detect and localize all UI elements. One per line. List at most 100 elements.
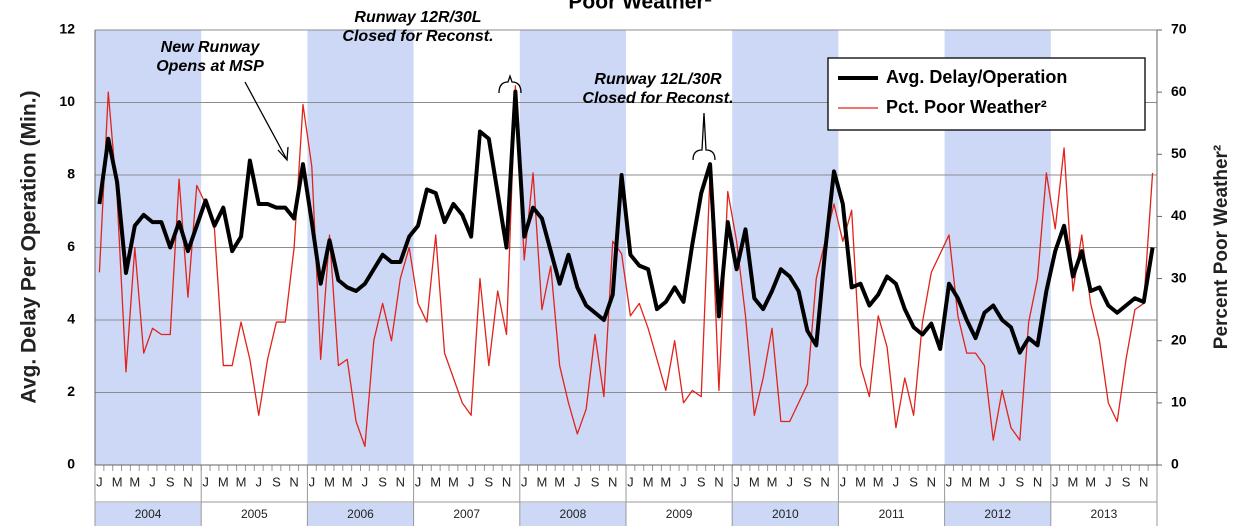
y-axis-label: Avg. Delay Per Operation (Min.) bbox=[18, 90, 41, 403]
y2-tick-label: 50 bbox=[1171, 145, 1187, 161]
y-tick-label: 10 bbox=[59, 93, 75, 109]
x-tick-label: J bbox=[1052, 474, 1059, 489]
year-label: 2004 bbox=[135, 507, 162, 521]
legend: Avg. Delay/Operation Pct. Poor Weather² bbox=[827, 57, 1146, 131]
x-tick-label: M bbox=[537, 474, 548, 489]
x-tick-label: M bbox=[767, 474, 778, 489]
x-tick-label: M bbox=[342, 474, 353, 489]
x-tick-label: M bbox=[961, 474, 972, 489]
year-label: 2007 bbox=[453, 507, 480, 521]
y-tick-label: 12 bbox=[59, 21, 75, 37]
x-tick-label: N bbox=[289, 474, 298, 489]
year-label: 2006 bbox=[347, 507, 374, 521]
x-tick-label: J bbox=[1105, 474, 1112, 489]
series-line bbox=[98, 85, 1154, 448]
x-tick-label: J bbox=[680, 474, 687, 489]
legend-box bbox=[827, 57, 1146, 131]
x-tick-label: M bbox=[129, 474, 140, 489]
x-tick-label: M bbox=[749, 474, 760, 489]
x-tick-label: S bbox=[591, 474, 600, 489]
y2-tick-label: 30 bbox=[1171, 269, 1187, 285]
x-tick-label: J bbox=[574, 474, 581, 489]
x-tick-label: S bbox=[378, 474, 387, 489]
x-tick-label: S bbox=[1122, 474, 1131, 489]
x-tick-label: M bbox=[112, 474, 123, 489]
y-tick-label: 6 bbox=[67, 238, 75, 254]
x-tick-label: N bbox=[396, 474, 405, 489]
x-tick-label: J bbox=[893, 474, 900, 489]
year-label: 2011 bbox=[879, 507, 905, 521]
x-tick-label: N bbox=[1139, 474, 1148, 489]
annotation-arrow bbox=[244, 81, 289, 162]
y-tick-label: 4 bbox=[67, 311, 75, 327]
x-tick-label: J bbox=[946, 474, 953, 489]
annotation: Closed for Reconst. bbox=[342, 28, 493, 45]
x-tick-label: M bbox=[554, 474, 565, 489]
x-tick-label: J bbox=[96, 474, 103, 489]
x-tick-label: M bbox=[430, 474, 441, 489]
x-tick-label: J bbox=[786, 474, 793, 489]
x-tick-label: M bbox=[660, 474, 671, 489]
x-tick-label: N bbox=[714, 474, 723, 489]
annotation: Closed for Reconst. bbox=[582, 90, 733, 107]
year-label: 2009 bbox=[666, 507, 693, 521]
year-label: 2005 bbox=[241, 507, 268, 521]
x-tick-label: S bbox=[909, 474, 918, 489]
legend-label: Avg. Delay/Operation bbox=[886, 67, 1067, 87]
y2-tick-label: 10 bbox=[1171, 394, 1187, 410]
annotation: Runway 12R/30L bbox=[354, 9, 481, 26]
x-tick-label: N bbox=[502, 474, 511, 489]
year-label: 2012 bbox=[984, 507, 1011, 521]
annotation: New Runway bbox=[161, 39, 261, 56]
x-tick-label: J bbox=[627, 474, 634, 489]
y2-axis-label: Percent Poor Weather² bbox=[1211, 145, 1232, 349]
x-tick-label: S bbox=[484, 474, 493, 489]
x-tick-label: M bbox=[1068, 474, 1079, 489]
x-tick-label: M bbox=[236, 474, 247, 489]
year-label: 2010 bbox=[772, 507, 799, 521]
y-tick-label: 2 bbox=[67, 383, 75, 399]
x-tick-label: S bbox=[697, 474, 706, 489]
annotation: Opens at MSP bbox=[156, 58, 264, 75]
y-tick-label: 8 bbox=[67, 166, 75, 182]
x-tick-label: N bbox=[927, 474, 936, 489]
x-tick-label: M bbox=[855, 474, 866, 489]
x-tick-label: N bbox=[820, 474, 829, 489]
y2-tick-label: 70 bbox=[1171, 21, 1187, 37]
x-tick-label: M bbox=[218, 474, 229, 489]
x-tick-label: M bbox=[448, 474, 459, 489]
y2-tick-label: 40 bbox=[1171, 207, 1187, 223]
year-label: 2013 bbox=[1091, 507, 1118, 521]
annotation-bracket bbox=[498, 73, 522, 94]
x-tick-label: M bbox=[979, 474, 990, 489]
year-band bbox=[732, 503, 839, 526]
x-tick-label: S bbox=[166, 474, 175, 489]
x-tick-label: J bbox=[149, 474, 156, 489]
lines bbox=[97, 85, 1155, 448]
x-tick-label: M bbox=[1085, 474, 1096, 489]
annotation: Runway 12L/30R bbox=[594, 71, 722, 88]
legend-label: Pct. Poor Weather² bbox=[886, 97, 1047, 117]
series-line bbox=[97, 89, 1155, 355]
x-tick-label: J bbox=[255, 474, 262, 489]
x-tick-label: M bbox=[643, 474, 654, 489]
x-tick-label: J bbox=[202, 474, 209, 489]
year-label: 2008 bbox=[560, 507, 587, 521]
x-tick-label: J bbox=[999, 474, 1006, 489]
year-band bbox=[944, 503, 1051, 526]
x-tick-label: M bbox=[324, 474, 335, 489]
x-tick-label: S bbox=[272, 474, 281, 489]
x-tick-label: J bbox=[521, 474, 528, 489]
year-band bbox=[519, 503, 626, 526]
x-tick-label: S bbox=[803, 474, 812, 489]
year-band bbox=[307, 503, 414, 526]
x-tick-label: M bbox=[873, 474, 884, 489]
x-tick-label: J bbox=[468, 474, 475, 489]
x-tick-label: J bbox=[840, 474, 847, 489]
y2-tick-label: 20 bbox=[1171, 331, 1187, 347]
x-tick-label: J bbox=[309, 474, 316, 489]
year-band bbox=[95, 503, 202, 526]
y2-tick-label: 60 bbox=[1171, 83, 1187, 99]
x-tick-label: N bbox=[608, 474, 617, 489]
